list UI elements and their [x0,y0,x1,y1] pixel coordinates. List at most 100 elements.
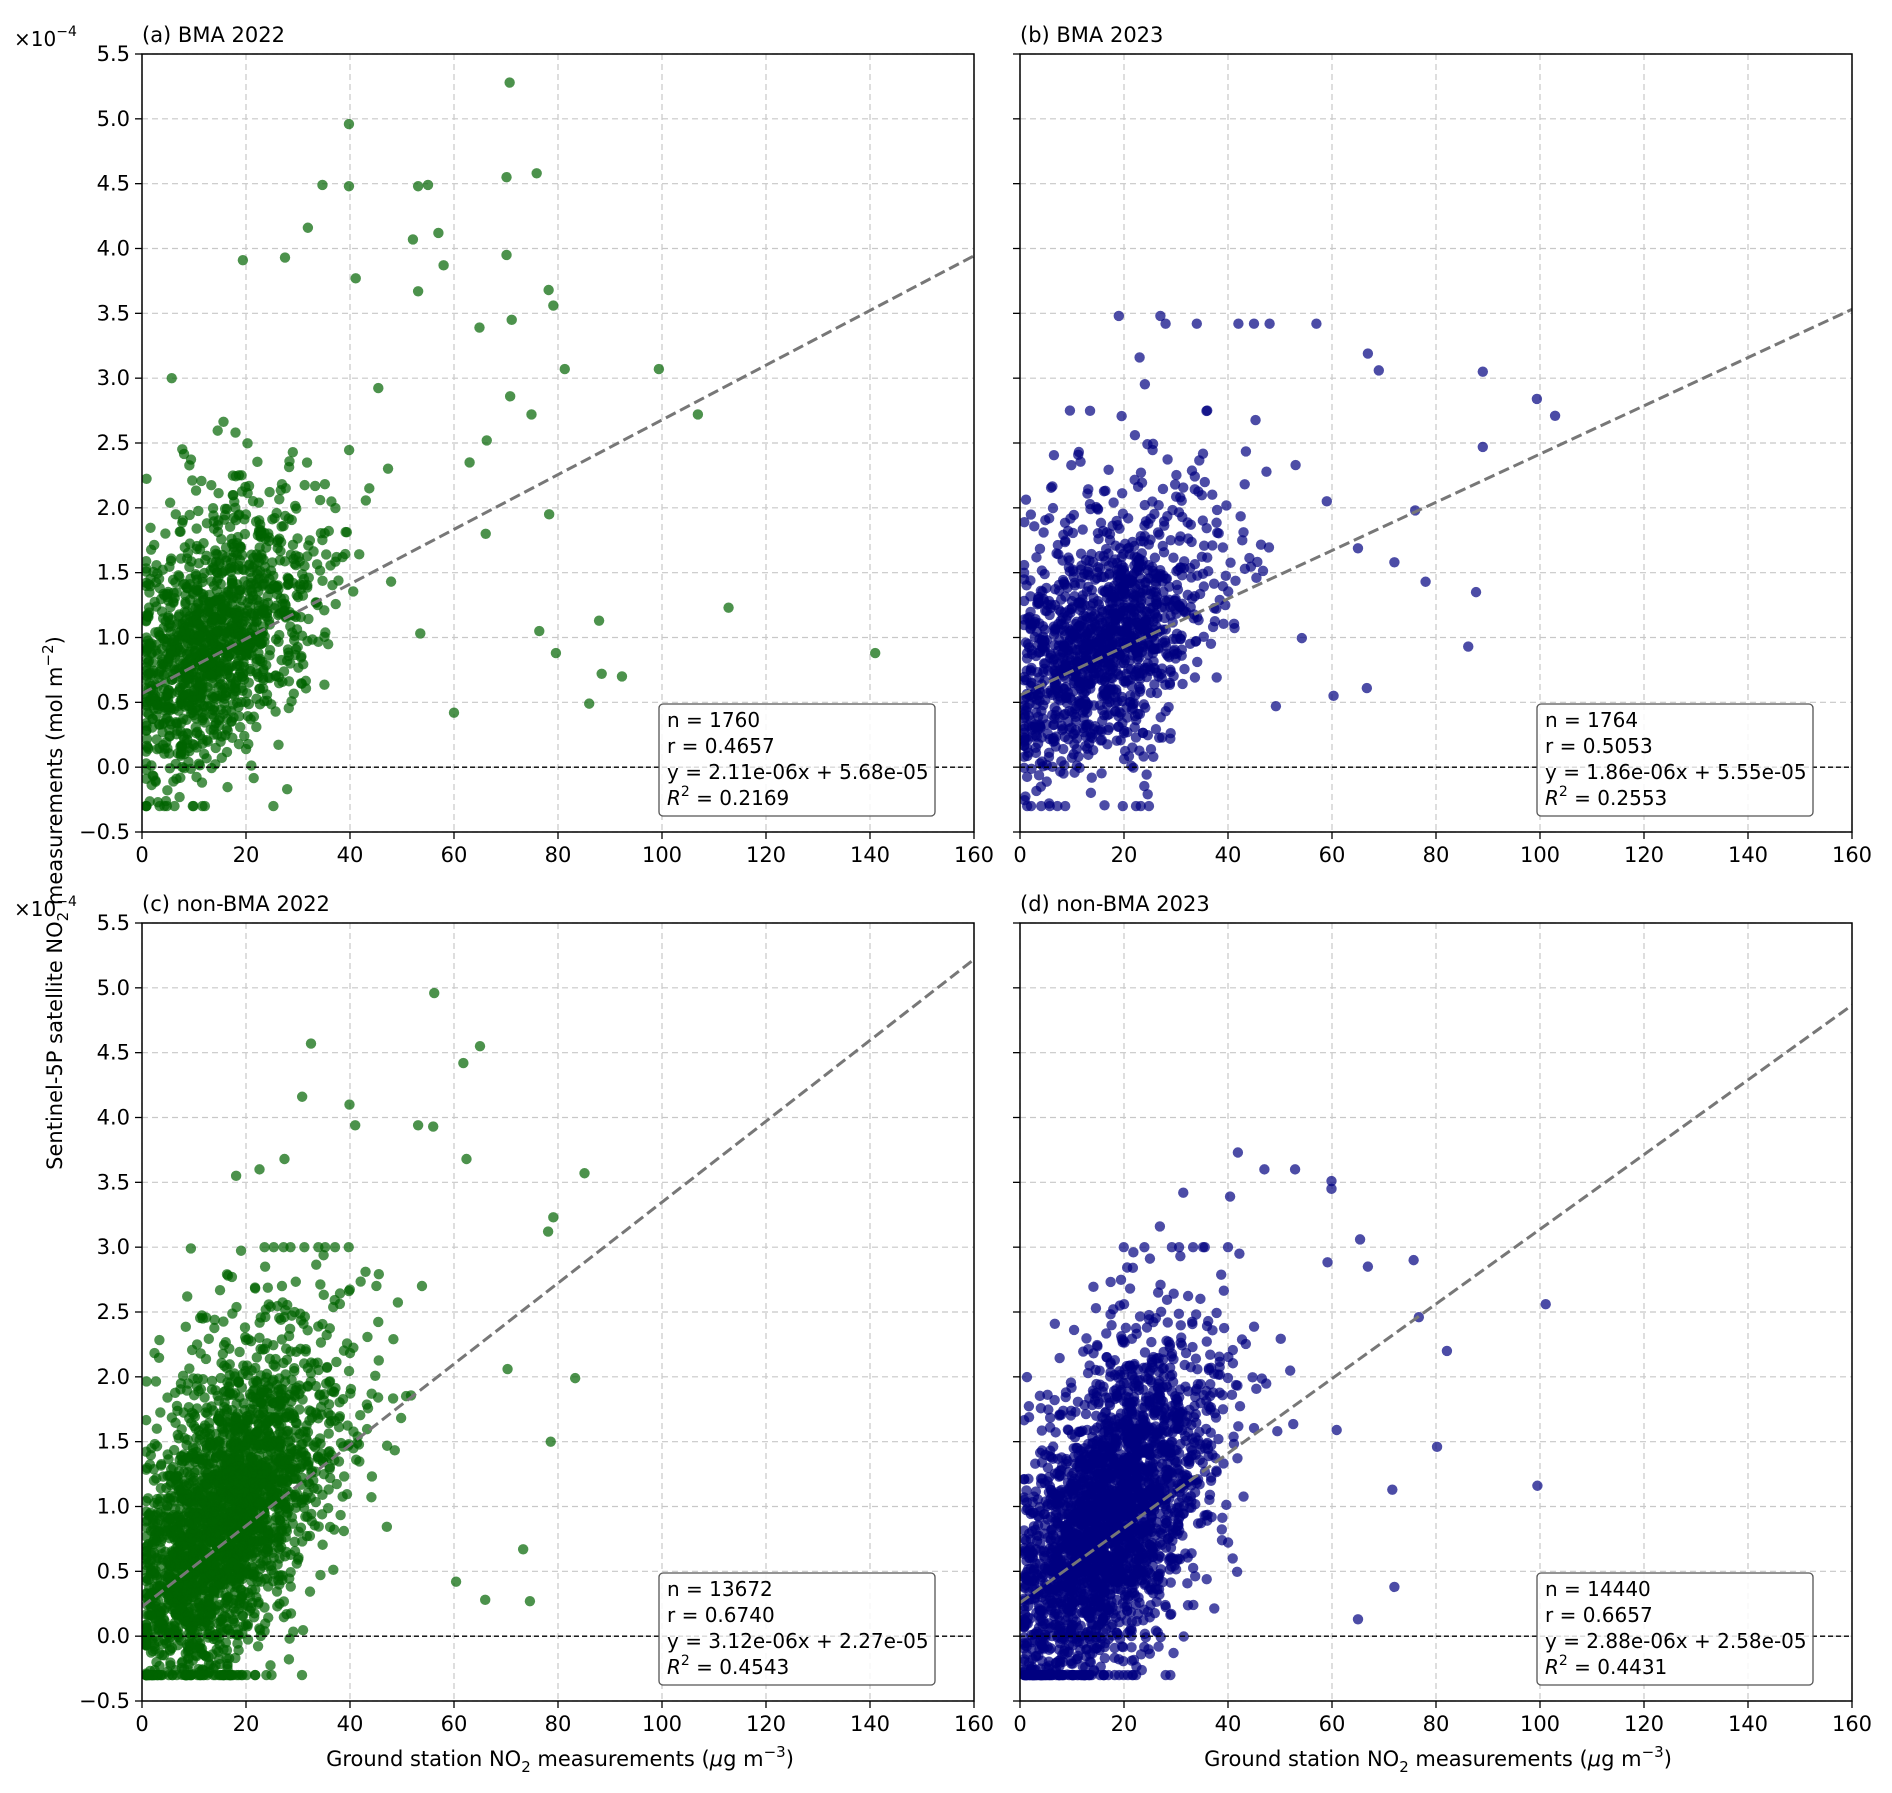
scatter-point [1025,664,1036,676]
scatter-point [1168,595,1180,607]
scatter-point [355,1410,366,1421]
scatter-point [285,1581,296,1592]
scatter-point [184,1363,195,1374]
scatter-point [164,561,175,573]
scatter-point [142,657,154,668]
scatter-point [293,1526,304,1537]
y-tick-label: 2.5 [97,431,130,455]
scatter-point [174,791,185,803]
scatter-point [1035,687,1046,698]
scatter-point [1157,637,1168,648]
scatter-point [1033,770,1045,781]
scatter-point [164,497,176,508]
scatter-point [193,505,204,517]
scatter-point [227,1614,239,1625]
scatter-point [1096,768,1107,779]
x-tick-label: 80 [545,843,572,867]
scatter-point [196,475,207,487]
scatter-point [1150,643,1161,655]
scatter-point [274,533,285,544]
scatter-point [1040,605,1051,616]
scatter-point [373,1355,384,1366]
scatter-point [246,760,257,771]
scatter-point [1020,559,1030,571]
scatter-point [1135,673,1146,685]
scatter-point [415,628,426,639]
scatter-point [343,1365,355,1377]
scatter-point [289,1536,300,1547]
scatter-point [1263,542,1275,553]
scatter-point [296,1669,308,1681]
scatter-point [1075,456,1086,467]
scatter-point [1020,795,1030,806]
scatter-point [189,1411,201,1422]
scatter-point [1209,615,1221,627]
scatter-point [1221,500,1232,511]
scatter-point [274,1598,285,1609]
scatter-point [354,549,365,560]
scatter-point [1083,719,1094,730]
x-tick-label: 140 [850,843,890,867]
scatter-point [188,1390,200,1401]
scatter-point [243,738,254,750]
scatter-point [616,671,628,682]
scatter-point [232,564,244,575]
scatter-point [202,701,213,712]
scatter-point [142,746,152,757]
regression-line [1020,307,1852,697]
scatter-point [1264,318,1275,329]
stats-line: y = 1.86e-06x + 5.55e-05 [1545,760,1807,784]
scatter-point [1082,699,1094,710]
scatter-point [1052,800,1063,812]
scatter-point [1047,689,1058,701]
scatter-point [169,800,180,812]
scatter-point [159,743,170,754]
scatter-point [1060,535,1071,546]
scatter-point [348,586,359,597]
scatter-point [213,487,224,499]
scatter-point [233,738,245,750]
scatter-point [1115,708,1126,719]
scatter-point [1105,672,1117,684]
scatter-point [653,363,665,375]
scatter-point [142,733,153,745]
scatter-point [1162,454,1173,465]
scatter-point [323,1428,334,1439]
scatter-point [284,1323,296,1335]
scatter-point [207,691,218,702]
scatter-point [1066,460,1077,471]
scatter-point [1150,579,1162,590]
scatter-point [207,503,219,514]
scatter-point [295,611,306,623]
scatter-point [1549,410,1561,421]
scatter-point [149,1438,160,1450]
scatter-point [1043,747,1055,759]
scatter-point [1020,720,1030,732]
scatter-point [264,644,276,656]
scatter-point [1201,522,1212,534]
scatter-point [331,1356,342,1368]
scatter-point [221,1269,233,1280]
scatter-point [1198,631,1209,643]
x-tick-label: 120 [1624,843,1664,867]
scatter-point [448,707,460,718]
scatter-point [147,699,158,711]
x-tick-label: 80 [1423,843,1450,867]
scatter-point [1071,700,1082,712]
scatter-point [1086,548,1097,560]
scatter-point [287,446,299,458]
scatter-point [199,645,210,656]
scatter-point [1120,668,1132,680]
scatter-point [366,1388,377,1399]
scatter-point [222,652,233,663]
stats-r2: R2 = 0.2169 [667,784,789,810]
scatter-point [168,634,179,646]
scatter-point [296,650,307,662]
scatter-point [1095,517,1107,529]
scatter-point [1211,504,1223,516]
scatter-point [276,1280,288,1292]
scatter-point [220,1337,231,1348]
scatter-point [259,636,270,648]
scatter-point [1244,552,1255,564]
